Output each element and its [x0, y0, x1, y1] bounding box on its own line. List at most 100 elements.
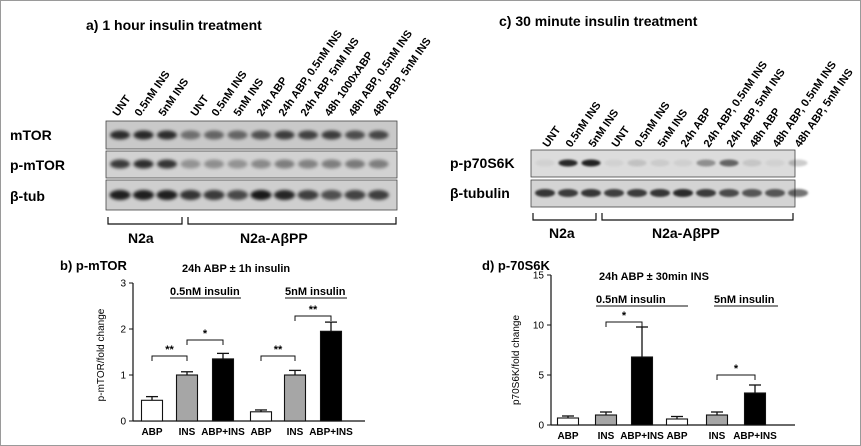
x-tick-label: INS [709, 431, 726, 442]
bar [211, 358, 235, 422]
panel-c-group-brackets [532, 213, 794, 221]
blot-band [535, 189, 555, 197]
chart-b-panel-label: b) p-mTOR [60, 258, 128, 273]
blot-band [627, 189, 647, 197]
bar [743, 392, 767, 426]
blot-band [110, 159, 130, 169]
bracket-n2a [532, 213, 597, 221]
significance-bracket [605, 321, 643, 327]
blot-band [156, 190, 178, 200]
chart-b-group-label-2: 5nM insulin [285, 286, 346, 298]
significance-bracket [186, 339, 224, 345]
blot-band [321, 130, 342, 140]
significance-marker: ** [309, 304, 318, 316]
blot-band [742, 159, 762, 167]
panel-a-lane-labels: UNT 0.5nM INS 5nM INS UNT 0.5nM INS 5nM … [111, 28, 434, 119]
significance-bracket [716, 374, 756, 380]
y-tick-label: 0 [120, 417, 126, 428]
lane-label: UNT [189, 93, 212, 119]
blot-band [604, 159, 624, 167]
bar [249, 411, 273, 422]
blot-band [650, 189, 670, 197]
panel-c-title: c) 30 minute insulin treatment [499, 13, 698, 29]
significance-bracket [294, 315, 332, 321]
y-tick-label: 10 [533, 321, 545, 332]
bar [556, 417, 580, 426]
blot-band [109, 190, 131, 200]
blot-band [788, 159, 808, 167]
panel-a-title: a) 1 hour insulin treatment [86, 17, 262, 33]
significance-bracket [151, 355, 188, 361]
chart-d-group-label-2: 5nM insulin [714, 294, 775, 306]
bar [630, 356, 654, 426]
row-label-btubulin: β-tubulin [450, 185, 510, 201]
significance-marker: ** [274, 344, 283, 356]
blot-band [719, 159, 739, 167]
x-tick-label: ABP+INS [201, 427, 245, 438]
y-tick-label: 2 [120, 325, 126, 336]
blot-band [345, 130, 365, 140]
chart-b-ylabel: p-mTOR/fold change [96, 308, 107, 401]
blot-band [250, 190, 272, 200]
group-label-n2a: N2a [549, 225, 575, 241]
blot-band [133, 190, 154, 200]
bracket-n2a [107, 217, 183, 225]
blot-band [227, 130, 248, 140]
x-tick-label: ABP [666, 431, 687, 442]
bar [283, 374, 307, 422]
x-tick-label: INS [598, 431, 615, 442]
blot-band [558, 189, 578, 197]
significance-marker: * [203, 328, 208, 340]
blot-band [673, 159, 693, 167]
blot-band [251, 159, 271, 169]
x-tick-label: ABP [141, 427, 162, 438]
bracket-n2a-abpp [187, 217, 397, 225]
lane-label: UNT [541, 124, 564, 150]
blot-band [344, 190, 366, 200]
chart-d-panel-label: d) p-70S6K [482, 258, 551, 273]
group-label-n2a-abpp: N2a-AβPP [652, 225, 720, 241]
blot-band [765, 159, 785, 167]
blot-band [321, 159, 342, 169]
blot-band [368, 190, 389, 200]
blot-band [558, 159, 578, 167]
x-tick-label: INS [179, 427, 196, 438]
chart-d: d) p-70S6K 24h ABP ± 30min INS p70S6K/fo… [482, 258, 795, 442]
blot-band [157, 159, 177, 169]
blot-band [696, 189, 716, 197]
chart-d-title: 24h ABP ± 30min INS [599, 271, 709, 283]
bracket-n2a-abpp [601, 213, 794, 221]
y-tick-label: 0 [538, 421, 544, 432]
panel-c-blots [530, 149, 808, 208]
bands-btub [109, 190, 389, 200]
blot-band [204, 159, 224, 169]
blot-band [297, 190, 319, 200]
significance-marker: ** [165, 344, 174, 356]
panel-c-lane-labels: UNT 0.5nM INS 5nM INS UNT 0.5nM INS 5nM … [541, 59, 856, 150]
blot-band [368, 159, 389, 169]
x-tick-label: INS [287, 427, 304, 438]
bar [594, 414, 618, 426]
blot-band [274, 190, 295, 200]
lane-label: UNT [610, 124, 633, 150]
blot-band [180, 190, 201, 200]
blot-band [203, 190, 225, 200]
blot-band [274, 159, 295, 169]
blot-band [650, 159, 670, 167]
blot-band [298, 130, 318, 140]
blot-band [180, 130, 201, 140]
blot-band [251, 130, 271, 140]
bands-p70s6k [535, 159, 808, 167]
blot-band [696, 159, 716, 167]
row-label-mtor: mTOR [10, 127, 52, 143]
blot-band [133, 159, 154, 169]
significance-bracket [260, 355, 296, 361]
blot-band [765, 189, 785, 197]
blot-band [321, 190, 342, 200]
row-label-pmtor: p-mTOR [10, 157, 65, 173]
bands-mtor [110, 130, 389, 140]
bar [140, 399, 164, 422]
row-label-p70s6k: p-p70S6K [450, 155, 515, 171]
row-label-btub: β-tub [10, 188, 45, 204]
chart-d-ylabel: p70S6K/fold change [511, 315, 522, 406]
